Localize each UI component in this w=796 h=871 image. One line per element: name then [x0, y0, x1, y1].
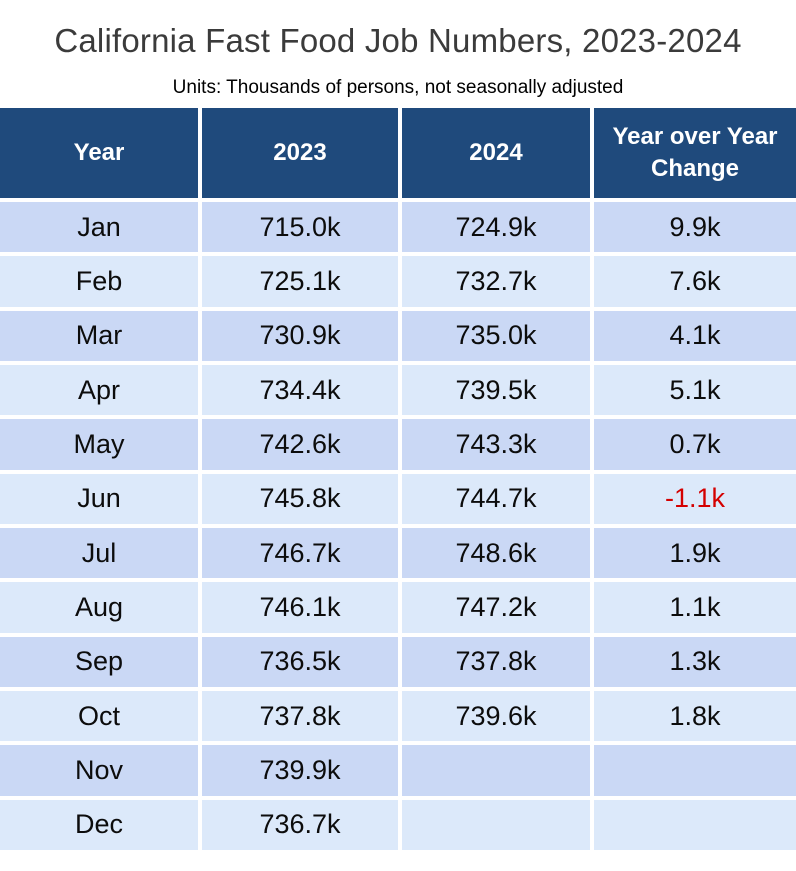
value-2024-cell: 735.0k — [402, 310, 590, 361]
value-2023-cell: 746.7k — [202, 527, 398, 579]
value-2024-cell: 748.6k — [402, 527, 590, 579]
month-cell: Jan — [0, 202, 198, 253]
value-2024-cell: 739.6k — [402, 690, 590, 742]
column-header-2023: 2023 — [202, 108, 398, 198]
value-2024-cell — [402, 745, 590, 796]
value-2023-cell: 737.8k — [202, 690, 398, 742]
month-cell: Jul — [0, 527, 198, 579]
yoy-change-cell — [594, 745, 796, 796]
month-cell: Apr — [0, 364, 198, 416]
value-2024-cell: 743.3k — [402, 419, 590, 470]
column-header-year: Year — [0, 108, 198, 198]
yoy-change-cell: 4.1k — [594, 310, 796, 361]
month-cell: Mar — [0, 310, 198, 361]
month-cell: Jun — [0, 473, 198, 524]
value-2024-cell — [402, 799, 590, 850]
value-2023-cell: 734.4k — [202, 364, 398, 416]
value-2023-cell: 739.9k — [202, 745, 398, 796]
yoy-change-cell: 5.1k — [594, 364, 796, 416]
month-cell: Aug — [0, 582, 198, 633]
value-2023-cell: 730.9k — [202, 310, 398, 361]
value-2023-cell: 742.6k — [202, 419, 398, 470]
value-2024-cell: 747.2k — [402, 582, 590, 633]
month-cell: Nov — [0, 745, 198, 796]
value-2023-cell: 746.1k — [202, 582, 398, 633]
month-cell: Dec — [0, 799, 198, 850]
yoy-change-cell: 9.9k — [594, 202, 796, 253]
column-header-yoy-change: Year over Year Change — [594, 108, 796, 198]
yoy-change-cell: 7.6k — [594, 256, 796, 307]
yoy-change-cell: 1.8k — [594, 690, 796, 742]
value-2023-cell: 715.0k — [202, 202, 398, 253]
yoy-change-cell: 1.3k — [594, 636, 796, 687]
page-title: California Fast Food Job Numbers, 2023-2… — [54, 22, 742, 59]
value-2023-cell: 736.5k — [202, 636, 398, 687]
units-subtitle: Units: Thousands of persons, not seasona… — [172, 77, 624, 98]
column-header-2024: 2024 — [402, 108, 590, 198]
yoy-change-cell: 1.1k — [594, 582, 796, 633]
value-2024-cell: 739.5k — [402, 364, 590, 416]
value-2024-cell: 737.8k — [402, 636, 590, 687]
yoy-change-cell — [594, 799, 796, 850]
month-cell: May — [0, 419, 198, 470]
jobs-table: Year 2023 2024 Year over Year Change Jan 715.… — [0, 108, 796, 850]
value-2024-cell: 724.9k — [402, 202, 590, 253]
month-cell: Feb — [0, 256, 198, 307]
value-2023-cell: 736.7k — [202, 799, 398, 850]
month-cell: Sep — [0, 636, 198, 687]
value-2024-cell: 744.7k — [402, 473, 590, 524]
month-cell: Oct — [0, 690, 198, 742]
value-2024-cell: 732.7k — [402, 256, 590, 307]
value-2023-cell: 725.1k — [202, 256, 398, 307]
yoy-change-cell: 0.7k — [594, 419, 796, 470]
value-2023-cell: 745.8k — [202, 473, 398, 524]
yoy-change-cell: 1.9k — [594, 527, 796, 579]
yoy-change-cell: -1.1k — [594, 473, 796, 524]
